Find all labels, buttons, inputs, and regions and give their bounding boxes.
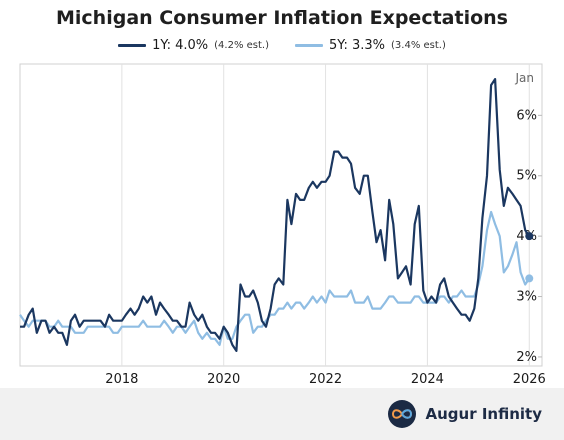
x-tick-label-2024: 2024: [411, 372, 444, 387]
legend-swatch-5y: [295, 44, 323, 47]
infinity-icon: [387, 400, 416, 428]
brand: Augur Infinity: [387, 400, 542, 428]
series-line-5y: [19, 210, 531, 346]
legend-item-5y: 5Y: 3.3% (3.4% est.): [295, 38, 446, 53]
series-end-marker-5y: [525, 274, 534, 283]
legend-note-1y: (4.2% est.): [214, 40, 269, 51]
x-tick-label-2026: 2026: [513, 372, 546, 387]
y-tick-label-2: 2%: [516, 350, 537, 365]
chart-title: Michigan Consumer Inflation Expectations: [56, 7, 508, 29]
x-tick-label-2020: 2020: [207, 372, 240, 387]
y-tick-label-6: 6%: [516, 108, 537, 123]
y-tick-label-3: 3%: [516, 290, 537, 305]
legend-swatch-1y: [118, 44, 147, 47]
legend-label-1y: 1Y: 4.0%: [152, 38, 209, 53]
plot-frame: [19, 63, 543, 367]
y-tick-label-5: 5%: [516, 169, 537, 184]
brand-name: Augur Infinity: [425, 405, 542, 423]
series-end-marker-1y: [525, 232, 534, 241]
series-line-1y: [20, 77, 531, 352]
annotation-jan: Jan: [515, 71, 535, 85]
legend-label-5y: 5Y: 3.3%: [329, 38, 386, 53]
legend-item-1y: 1Y: 4.0% (4.2% est.): [118, 38, 269, 53]
chart-legend: 1Y: 4.0% (4.2% est.) 5Y: 3.3% (3.4% est.…: [0, 38, 564, 53]
legend-note-5y: (3.4% est.): [391, 40, 446, 51]
x-tick-label-2022: 2022: [309, 372, 342, 387]
footer-bar: Augur Infinity: [0, 388, 564, 440]
x-tick-label-2018: 2018: [105, 372, 138, 387]
